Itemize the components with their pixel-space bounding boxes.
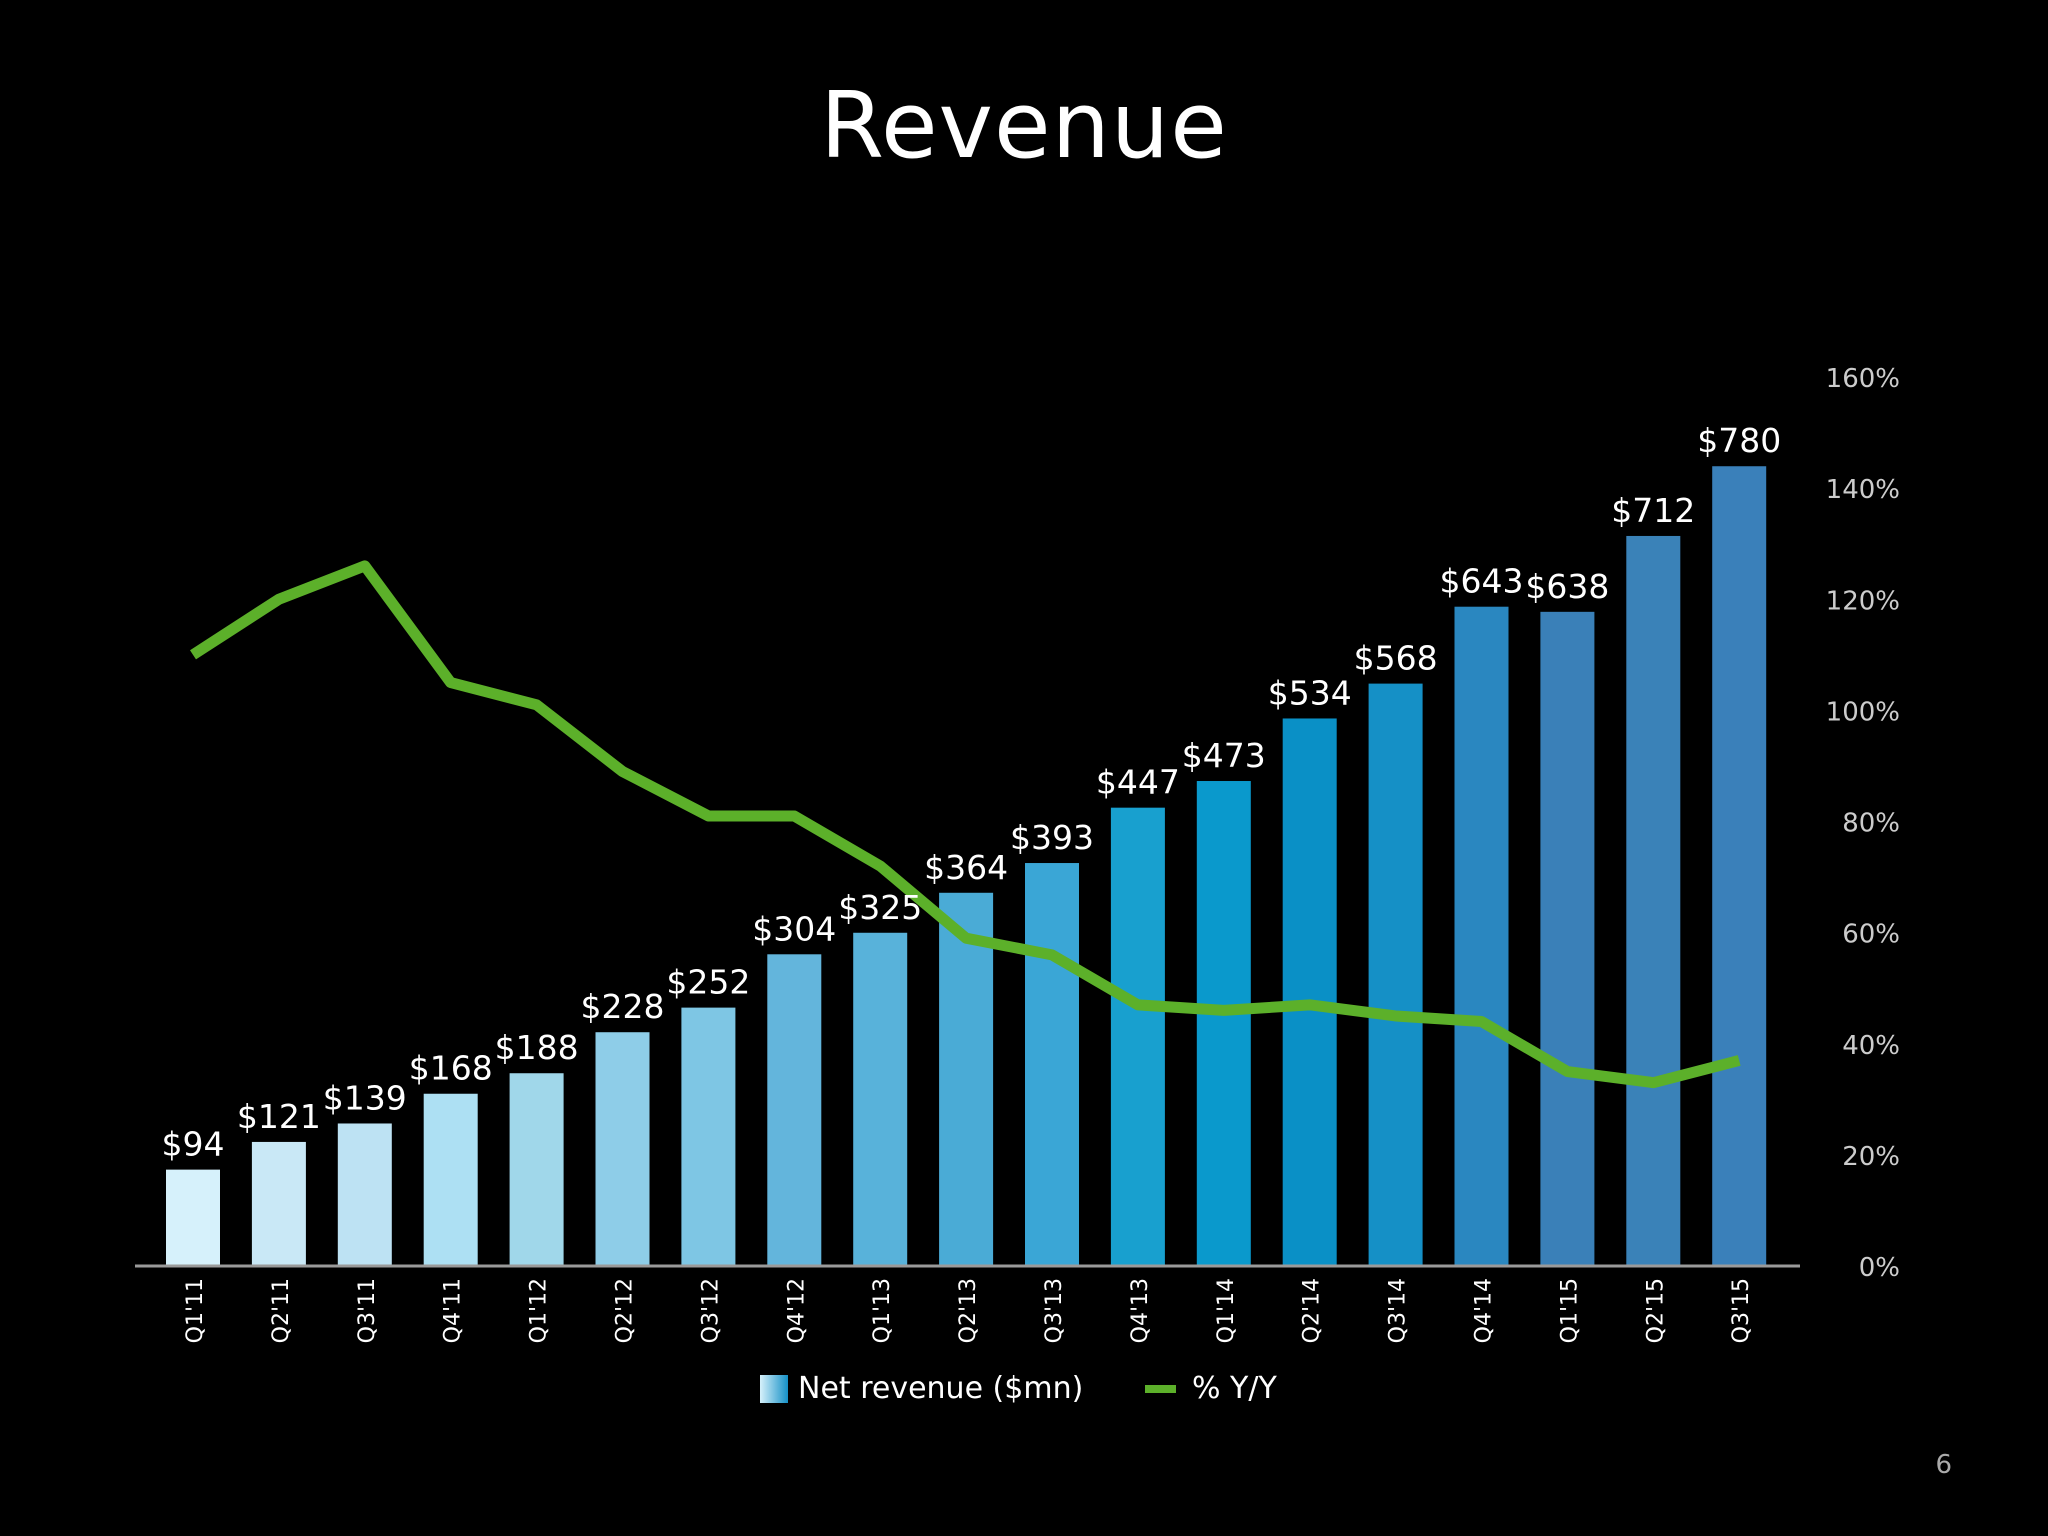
x-tick-label: Q2'13 (956, 1278, 981, 1343)
slide-title: Revenue (820, 72, 1228, 179)
x-tick-label: Q1'15 (1557, 1278, 1582, 1343)
bar-value-label: $252 (666, 963, 750, 1002)
right-axis-tick-label: 140% (1826, 475, 1900, 505)
bar-value-label: $568 (1354, 639, 1438, 678)
right-y-axis: 0% 20% 40% 60% 80% 100% 120% 140% 160% (1826, 364, 1900, 1283)
x-tick-label: Q1'14 (1214, 1278, 1239, 1343)
right-axis-tick-label: 160% (1826, 364, 1900, 394)
right-axis-tick-label: 100% (1826, 697, 1900, 727)
bar-Q4'13 (1110, 807, 1165, 1266)
bar-Q2'15 (1626, 535, 1681, 1266)
bar-value-label: $139 (323, 1078, 407, 1117)
bar-Q3'14 (1368, 683, 1423, 1266)
bar-Q1'14 (1196, 781, 1251, 1266)
x-tick-label: Q4'13 (1128, 1278, 1153, 1343)
line-series-yoy (190, 560, 1741, 1089)
bar-Q2'11 (251, 1141, 306, 1266)
x-tick-label: Q4'12 (784, 1278, 809, 1343)
bar-value-label: $325 (838, 888, 922, 927)
x-tick-label: Q1'13 (870, 1278, 895, 1343)
bar-Q2'12 (595, 1032, 650, 1266)
bar-Q3'13 (1025, 863, 1079, 1266)
x-tick-label: Q3'14 (1386, 1278, 1411, 1343)
bar-Q1'15 (1540, 611, 1595, 1266)
x-tick-label: Q2'14 (1300, 1278, 1325, 1343)
legend-label-net-revenue: Net revenue ($mn) (798, 1371, 1083, 1406)
bar-value-label: $364 (924, 848, 1008, 887)
bar-Q4'11 (423, 1093, 478, 1266)
bar-Q2'13 (939, 892, 994, 1266)
page-number: 6 (1935, 1450, 1952, 1480)
right-axis-tick-label: 120% (1826, 586, 1900, 616)
bar-value-label: $168 (409, 1049, 493, 1088)
bar-value-labels: $94$121 $139$168$188$228$252$304$325$364$… (162, 421, 1782, 1163)
x-tick-label: Q2'11 (269, 1278, 294, 1343)
bar-value-label: $121 (237, 1097, 321, 1136)
bar-series-net-revenue (166, 466, 1767, 1267)
bar-Q3'12 (681, 1007, 736, 1266)
x-tick-label: Q1'12 (527, 1278, 552, 1343)
bar-value-label: $534 (1268, 673, 1352, 712)
bar-value-label: $780 (1697, 421, 1781, 460)
bar-Q4'14 (1454, 606, 1509, 1266)
bar-value-label: $638 (1525, 567, 1609, 606)
legend: Net revenue ($mn) % Y/Y (760, 1371, 1277, 1406)
x-tick-label: Q3'11 (355, 1278, 380, 1343)
bar-value-label: $188 (495, 1028, 579, 1067)
x-tick-label: Q1'11 (183, 1278, 208, 1343)
x-tick-label: Q2'12 (613, 1278, 638, 1343)
right-axis-tick-label: 0% (1859, 1253, 1900, 1283)
right-axis-tick-label: 40% (1842, 1031, 1900, 1061)
right-axis-tick-label: 80% (1842, 809, 1900, 839)
x-tick-label: Q3'13 (1042, 1278, 1067, 1343)
x-tick-label: Q4'11 (441, 1278, 466, 1343)
bar-Q1'13 (853, 932, 908, 1266)
bar-Q1'11 (166, 1169, 220, 1266)
bar-Q3'11 (337, 1123, 392, 1266)
bar-value-label: $393 (1010, 818, 1094, 857)
x-tick-label: Q3'15 (1729, 1278, 1754, 1343)
bar-Q2'14 (1282, 718, 1337, 1266)
bar-Q4'12 (767, 954, 822, 1266)
x-tick-label: Q4'14 (1472, 1278, 1497, 1343)
bar-Q1'12 (509, 1073, 564, 1266)
right-axis-tick-label: 60% (1842, 920, 1900, 950)
legend-swatch-net-revenue (760, 1375, 788, 1403)
bar-Q3'15 (1712, 466, 1767, 1267)
x-tick-label: Q3'12 (698, 1278, 723, 1343)
bar-value-label: $473 (1182, 736, 1266, 775)
bar-value-label: $228 (581, 987, 665, 1026)
legend-label-yoy: % Y/Y (1192, 1371, 1277, 1406)
right-axis-tick-label: 20% (1842, 1142, 1900, 1172)
bar-value-label: $643 (1440, 562, 1524, 601)
bar-value-label: $304 (752, 909, 836, 948)
x-tick-label: Q2'15 (1643, 1278, 1668, 1343)
x-axis: Q1'11 Q2'11 Q3'11 Q4'11 Q1'12 Q2'12 Q3'12 Q4'12… (135, 1264, 1800, 1343)
bar-value-label: $94 (162, 1125, 225, 1164)
bar-value-label: $447 (1096, 763, 1180, 802)
bar-value-label: $712 (1611, 491, 1695, 530)
